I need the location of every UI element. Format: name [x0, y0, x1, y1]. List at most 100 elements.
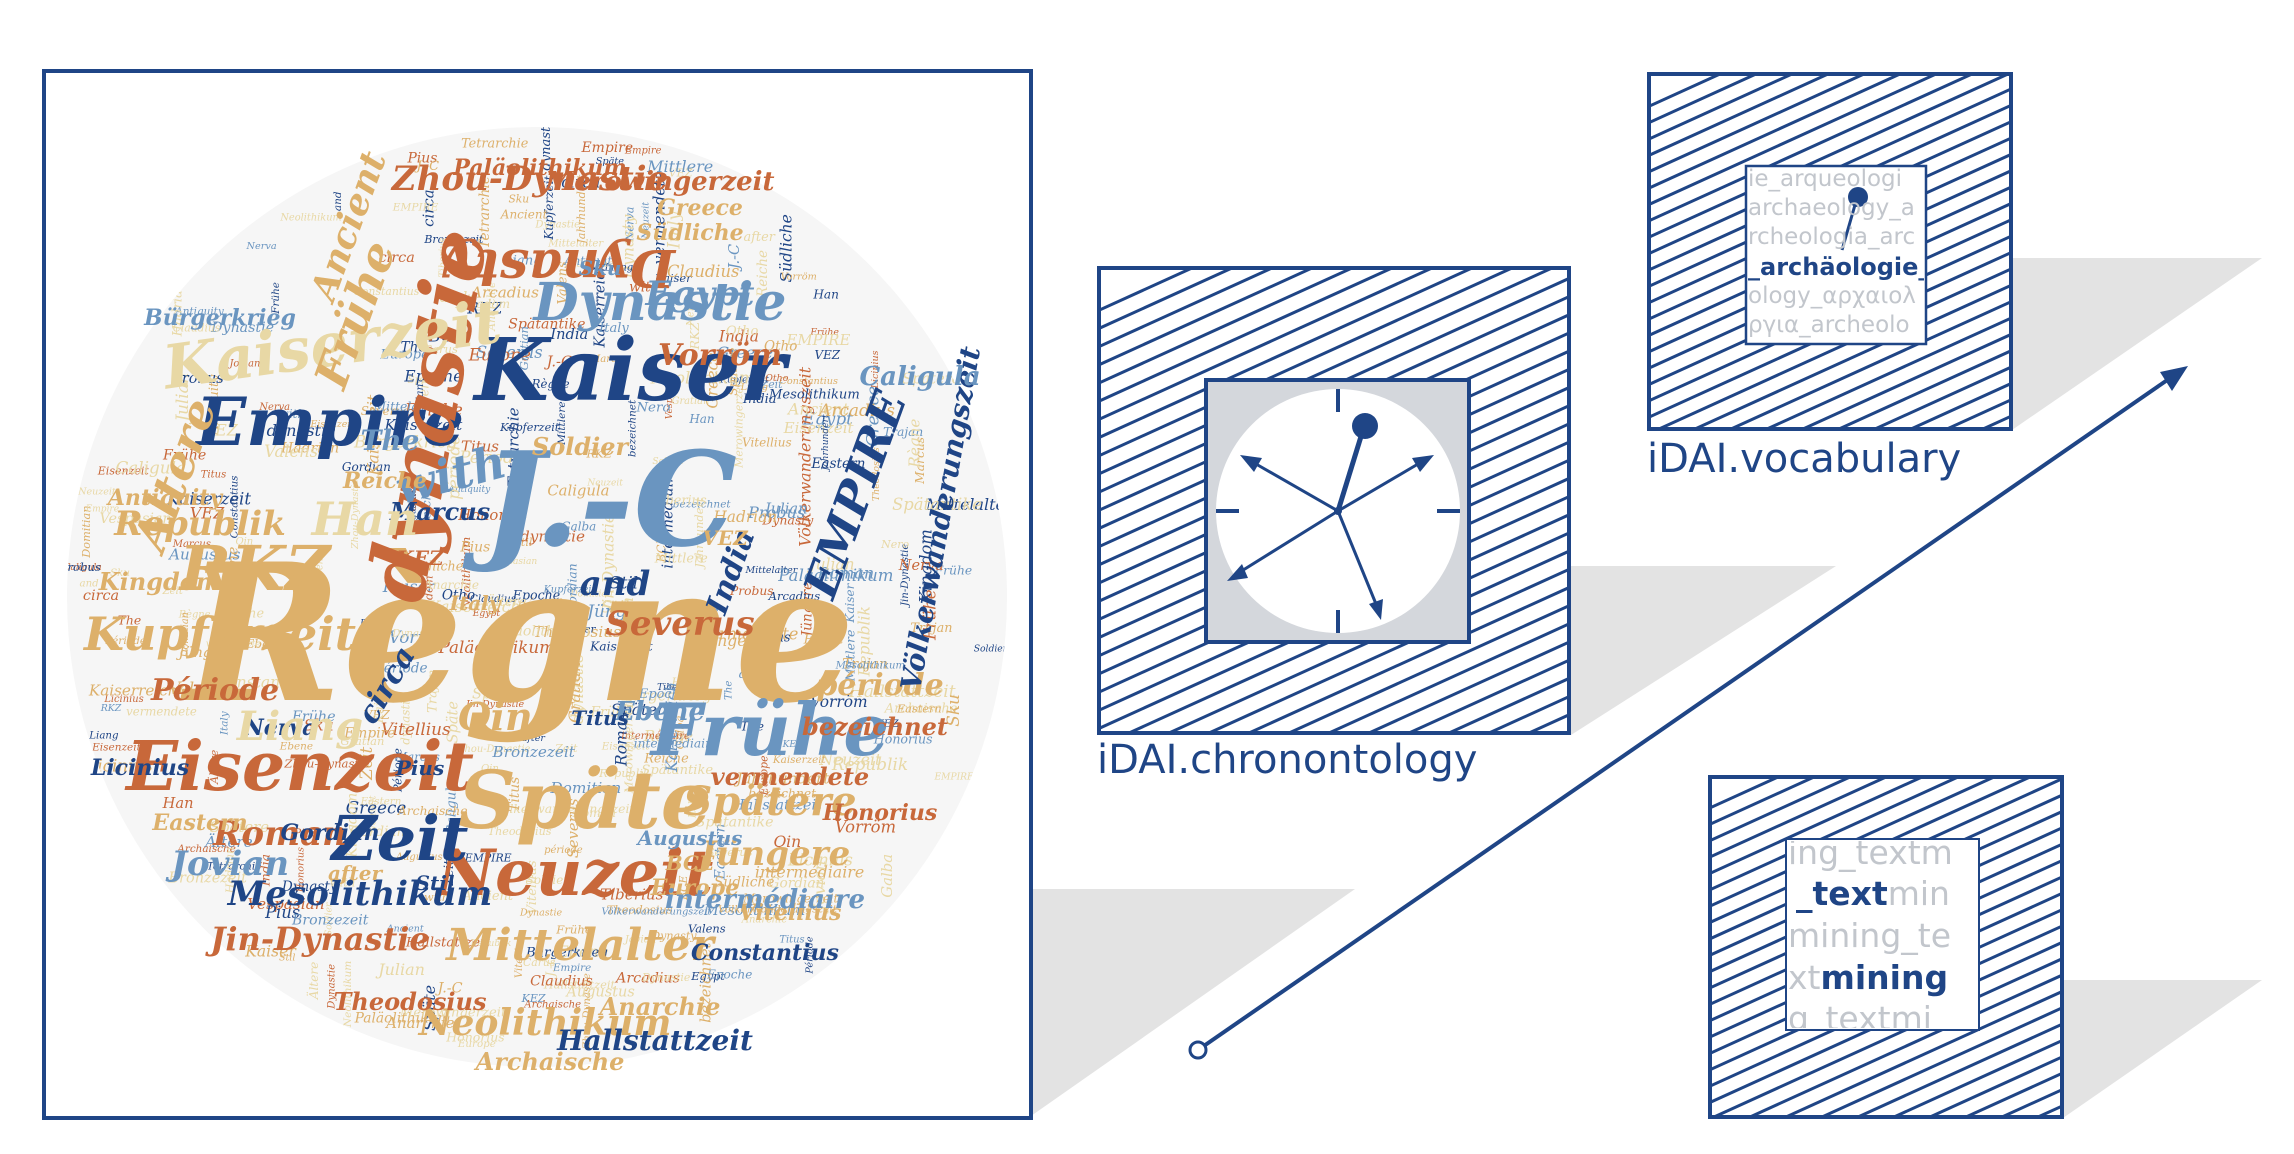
cloud-filler-word: Trajan [883, 425, 923, 439]
cloud-filler-word: Dynastie [327, 964, 338, 1010]
hatch-line [1710, 940, 2062, 1105]
cloud-filler-word: Claudius [667, 262, 739, 281]
cloud-filler-word: Nero [685, 300, 696, 327]
hatch-line [1694, 283, 2011, 429]
cloud-word: Titus [571, 706, 629, 730]
cloud-filler-word: Ältere [203, 833, 253, 851]
cloud-filler-word: Période [458, 447, 523, 467]
cloud-filler-word: EMPIRE [464, 852, 512, 865]
cloud-filler-word: Völkerwanderungszeit [601, 907, 711, 918]
cloud-filler-word: Mittlere [556, 401, 568, 445]
cloud-filler-word: Ebene [314, 552, 325, 585]
hatch-line [1802, 332, 2011, 429]
cloud-filler-word: Italy [665, 210, 684, 249]
cloud-word: RKZ [178, 532, 333, 605]
hatch-line [1710, 809, 2062, 974]
cloud-filler-word: Caligula [63, 563, 101, 573]
cloud-word: Pius [395, 756, 444, 780]
cloud-filler-word: Antiquity [207, 374, 222, 436]
cloud-word: Jin-Dynastie [204, 920, 430, 958]
cloud-filler-word: Otho [442, 588, 475, 604]
cloud-filler-word: Kupferzeit [543, 585, 596, 596]
cloud-filler-word: VEZ [363, 708, 390, 722]
cloud-filler-word: Frühe [809, 327, 839, 338]
cloud-filler-word: Kaiserzeit [772, 754, 827, 766]
hatch-line [1710, 924, 2062, 1088]
cloud-filler-word: Jin-Dynastie [599, 514, 618, 613]
hatch-line [2127, 74, 2294, 429]
hatch-line [1710, 777, 1923, 876]
cloud-filler-word: Qin [235, 537, 253, 548]
hatch-line [1821, 1006, 2062, 1117]
cloud-filler-word: Paläolithikum [354, 1010, 451, 1026]
cloud-filler-word: Carus [523, 956, 556, 969]
cloud-filler-word: Späte [446, 701, 462, 743]
cloud-filler-word: Neuzeit [586, 479, 623, 489]
cloud-filler-word: Kingdom [916, 529, 935, 604]
cloud-filler-word: EMPIRE [934, 773, 975, 783]
hatch-line [1649, 74, 2009, 239]
cloud-filler-word: Frühe [291, 709, 336, 725]
cloud-word: Europe [650, 875, 739, 901]
hatch-line [1929, 1055, 2062, 1117]
cloud-filler-word: Südliche [714, 875, 774, 891]
cloud-filler-word: Kaiser [654, 271, 693, 285]
cloud-filler-word: Honorius [457, 507, 528, 524]
cloud-filler-word: Spätantike [892, 495, 982, 514]
cloud-filler-word: Theodosius [488, 825, 552, 838]
cloud-filler-word: with [629, 280, 659, 296]
cloud-filler-word: Marcus [394, 750, 440, 764]
cloud-filler-word: Soldier [652, 457, 685, 467]
cloud-filler-word: Anarchie [741, 915, 788, 926]
cloud-word: Frühe [649, 687, 889, 772]
cloud-filler-word: Probus [729, 584, 774, 598]
cloud-filler-word: Reiche [404, 400, 463, 420]
cloud-filler-word: Zeit [442, 859, 457, 887]
cloud-filler-word: Honorius [295, 847, 306, 893]
cloud-filler-word: Reiche [418, 485, 433, 529]
cloud-filler-word: Paläolithikum [777, 566, 893, 585]
clock-shadow [1571, 566, 1836, 735]
cloud-filler-word: Marcus [172, 539, 211, 550]
cloud-filler-word: Zeit [554, 742, 578, 755]
cloud-filler-word: dynastie [267, 421, 336, 440]
cloud-filler-word: Jahrhundert [692, 497, 706, 570]
cloud-filler-word: Vespasian [491, 557, 537, 567]
cloud-word: Spätere [683, 778, 856, 825]
cloud-filler-word: Neuzeit [77, 487, 116, 498]
cloud-filler-word: intermédiaire [634, 737, 718, 751]
cloud-filler-word: Severus [476, 343, 543, 362]
cloud-word: période [816, 668, 943, 703]
hatch-line [1838, 349, 2011, 429]
cloud-filler-word: vermendete [650, 171, 668, 264]
cloud-filler-word: Epoche [706, 967, 752, 981]
cloud-filler-word: Mesolithikum [703, 902, 805, 919]
cloud-filler-word: Gordian [350, 824, 405, 840]
cloud-filler-word: Augustus [408, 488, 419, 534]
cloud-filler-word: Mesolithikum [835, 661, 905, 672]
textmining-bold: _text [1796, 874, 1888, 913]
cloud-filler-word: Vorröm [389, 627, 452, 647]
cloud-filler-word: after [739, 667, 771, 682]
cloud-filler-word: Gratian [565, 662, 584, 723]
cloud-word: VEZ [702, 526, 749, 550]
cloud-filler-word: bezeichnet [748, 786, 816, 800]
cloud-filler-word: bezeichnet [673, 498, 732, 510]
textmining-text-block: ing_textm _textmin mining_te xtmining g_… [1788, 841, 1977, 1028]
cloud-word: Kingdom [98, 567, 221, 596]
cloud-filler-word: Eastern [713, 823, 729, 880]
cloud-filler-word: Caligula [444, 780, 459, 835]
cloud-filler-word: Licinius [787, 851, 853, 870]
cloud-filler-word: Ältere [485, 593, 527, 610]
textmining-line: _textmin [1796, 874, 1950, 913]
chronontology-caption: iDAI.chronontology [1097, 737, 1478, 783]
hatch-line [1857, 1022, 2062, 1117]
hatch-line [1099, 268, 1553, 476]
cloud-word: Severus [605, 604, 754, 644]
cloud-filler-word: Claudius [470, 593, 516, 605]
cloud-filler-word: Antiquity [174, 306, 224, 318]
cloud-filler-word: Späte [472, 686, 514, 702]
hatch-line [1099, 476, 1569, 694]
cloud-filler-word: RKZ [585, 447, 612, 461]
hatch-line [2254, 777, 2294, 1117]
